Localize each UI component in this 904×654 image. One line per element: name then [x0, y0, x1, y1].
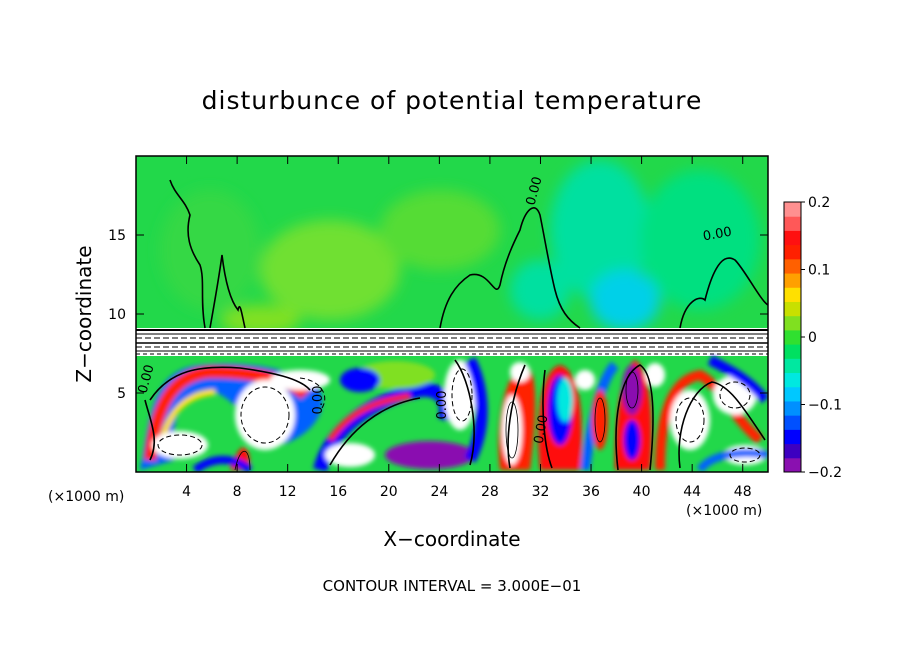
- x-tick-label: 28: [481, 484, 499, 500]
- contour-label: 0.00: [136, 363, 158, 395]
- colorbar-swatch: [784, 429, 801, 445]
- colorbar-tick-label: 0.2: [808, 195, 830, 211]
- colorbar-swatch: [784, 329, 801, 345]
- contour-label: 0.00: [311, 386, 326, 415]
- x-tick-label: 12: [279, 484, 297, 500]
- x-tick-label: 20: [380, 484, 398, 500]
- y-tick-label: 10: [108, 307, 126, 323]
- colorbar-swatches: [784, 202, 801, 473]
- x-axis-label: X−coordinate: [383, 527, 521, 551]
- y-axis-ticks: 5 10 15: [108, 228, 768, 402]
- plot-field: [136, 156, 768, 472]
- colorbar-swatch: [784, 443, 801, 459]
- colorbar: −0.2 −0.1 0 0.1 0.2: [783, 195, 842, 481]
- contour-label: 0.00: [532, 414, 552, 445]
- x-tick-label: 36: [582, 484, 600, 500]
- colorbar-swatch: [784, 258, 801, 274]
- negative-contour-lines: [157, 368, 761, 463]
- x-tick-label: 24: [430, 484, 448, 500]
- zero-contour-lines: [144, 179, 768, 471]
- x-tick-label: 4: [182, 484, 191, 500]
- x-tick-label: 48: [734, 484, 752, 500]
- x-axis-ticks: 4 8 12 16 20 24 28 32 36 40 44 48: [182, 156, 752, 500]
- upper-layer-patches: [160, 160, 760, 335]
- x-tick-label: 40: [633, 484, 651, 500]
- colorbar-tick-label: 0: [808, 330, 817, 346]
- colorbar-swatch: [784, 457, 801, 473]
- colorbar-swatch: [784, 372, 801, 388]
- inversion-contour-lines: [136, 329, 768, 355]
- y-tick-label: 5: [117, 386, 126, 402]
- colorbar-ticks: −0.2 −0.1 0 0.1 0.2: [801, 195, 842, 481]
- colorbar-swatch: [784, 358, 801, 374]
- colorbar-swatch: [784, 415, 801, 430]
- colorbar-swatch: [784, 344, 801, 359]
- colorbar-swatch: [784, 315, 801, 331]
- colorbar-swatch: [784, 301, 801, 317]
- colorbar-swatch: [784, 230, 801, 246]
- colorbar-tick-label: −0.1: [808, 398, 842, 414]
- colorbar-swatch: [784, 244, 801, 260]
- x-unit-label-right: (×1000 m): [686, 503, 763, 519]
- contour-interval-note: CONTOUR INTERVAL = 3.000E−01: [322, 577, 582, 595]
- contour-labels: 0.00 0.00 0.00 0.00 0.00 0.00: [136, 175, 733, 445]
- y-tick-label: 15: [108, 228, 126, 244]
- chart-title: disturbunce of potential temperature: [201, 86, 703, 115]
- contour-label: 0.00: [524, 175, 546, 207]
- x-tick-label: 44: [683, 484, 701, 500]
- colorbar-swatch: [784, 216, 801, 231]
- x-tick-label: 8: [233, 484, 242, 500]
- x-unit-label-left: (×1000 m): [48, 489, 125, 505]
- contour-label: 0.00: [702, 225, 733, 245]
- x-tick-label: 16: [329, 484, 347, 500]
- colorbar-tick-label: 0.1: [808, 263, 830, 279]
- colorbar-swatch: [784, 273, 801, 288]
- colorbar-swatch: [784, 202, 801, 217]
- colorbar-swatch: [784, 386, 801, 402]
- colorbar-swatch: [784, 400, 801, 416]
- colorbar-tick-label: −0.2: [808, 465, 842, 481]
- positive-contour-lines: [234, 371, 639, 471]
- contour-label: 0.00: [435, 391, 450, 420]
- x-tick-label: 32: [532, 484, 550, 500]
- colorbar-swatch: [784, 287, 801, 302]
